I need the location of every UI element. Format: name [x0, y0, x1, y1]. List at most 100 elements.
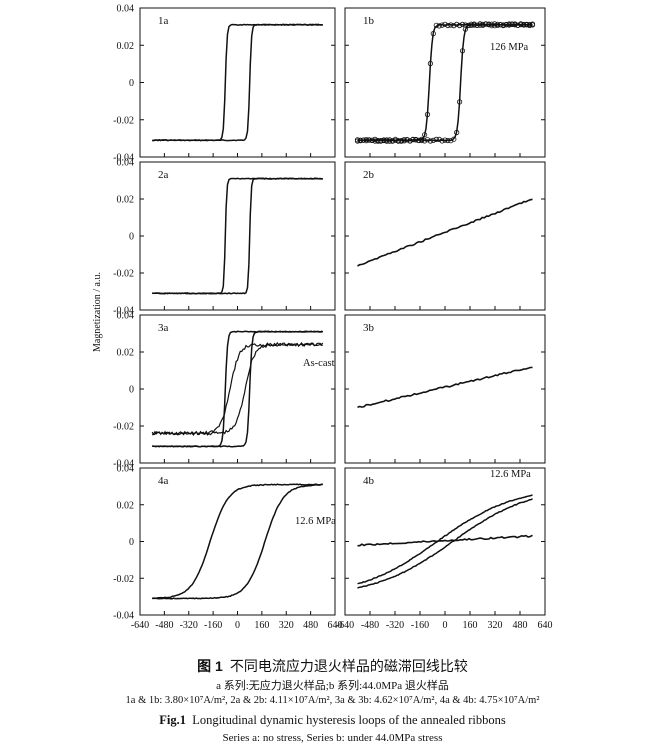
loop-marker [509, 21, 515, 27]
loop-curve [357, 23, 533, 142]
loop-curve [151, 483, 323, 600]
loop-curve [357, 494, 533, 585]
loop-marker [430, 137, 436, 143]
loop-marker [384, 137, 390, 143]
loop-marker [497, 21, 503, 28]
panel-label: 2b [363, 169, 375, 181]
y-tick-label: 0.02 [117, 41, 135, 52]
panel-label: 1b [363, 15, 375, 27]
panel-2a: -0.04 -0.02 0 0.02 0.04 2a [113, 158, 336, 317]
loop-marker [503, 22, 509, 28]
loop-marker [436, 23, 442, 29]
x-tick-label: -640 [131, 620, 149, 631]
loop-marker [526, 22, 533, 29]
loop-curve [151, 341, 324, 437]
loop-marker [357, 137, 363, 143]
y-tick-label: -0.04 [113, 153, 134, 164]
x-tick-label: 480 [303, 620, 318, 631]
x-tick-label: 0 [443, 620, 448, 631]
loop-marker [419, 136, 425, 142]
loop-marker [424, 111, 431, 118]
panel-3b: 3b [344, 314, 546, 464]
loop-marker [462, 22, 468, 28]
y-tick-label: 0 [129, 385, 134, 396]
panel-label: 4b [363, 475, 375, 487]
x-tick-label: 640 [538, 620, 553, 631]
loop-marker [500, 22, 506, 29]
loop-marker [465, 22, 471, 28]
x-tick-label: 640 [328, 620, 343, 631]
y-tick-label: -0.04 [113, 459, 134, 470]
y-tick-label: 0.04 [117, 464, 135, 475]
x-tick-label: -480 [361, 620, 379, 631]
y-tick-label: 0.02 [117, 500, 135, 511]
panel-3a: -0.04 -0.02 0 0.02 0.04 3a As-cast [113, 311, 336, 470]
y-tick-label: 0 [129, 537, 134, 548]
loop-curve [152, 330, 324, 448]
loop-marker [433, 136, 439, 142]
panel-frame [139, 7, 336, 158]
panel-label: 4a [158, 475, 169, 487]
panel-frame [344, 7, 546, 158]
loop-marker [471, 21, 477, 27]
panel-annotation: 12.6 MPa [295, 516, 336, 527]
loop-curve [152, 177, 323, 295]
loop-marker [436, 136, 442, 142]
loop-marker [442, 137, 448, 143]
loop-curve [152, 177, 323, 295]
panel-label: 3a [158, 322, 169, 334]
loop-marker [360, 137, 366, 143]
loop-marker [439, 138, 445, 144]
y-tick-label: -0.04 [113, 306, 134, 317]
x-tick-label: 160 [463, 620, 478, 631]
loop-marker [386, 138, 393, 144]
caption-en-label: Fig.1 [159, 713, 186, 727]
loop-marker [515, 22, 521, 28]
loop-marker [448, 22, 454, 28]
caption-title-cn: 图 1 不同电流应力退火样品的磁滞回线比较 [0, 656, 665, 676]
caption-current-values: 1a & 1b: 3.80×10⁷A/m², 2a & 2b: 4.11×10⁷… [125, 695, 540, 706]
y-tick-label: 0.04 [117, 4, 135, 15]
loop-curve [357, 498, 533, 589]
loop-marker [407, 138, 413, 144]
loop-marker [381, 137, 387, 143]
loop-marker [459, 21, 466, 27]
loop-curve [151, 342, 323, 436]
loop-marker [398, 138, 404, 144]
panel-4b: -640 -480 -320 -160 0 160 320 480 640 4b 12.6 MPa [336, 467, 553, 631]
x-tick-label: 320 [488, 620, 503, 631]
loop-marker [451, 136, 457, 142]
loop-marker [413, 137, 419, 143]
panel-label: 1a [158, 15, 169, 27]
caption-en-text: Longitudinal dynamic hysteresis loops of… [192, 713, 506, 727]
loop-curve [152, 23, 323, 142]
panel-label: 3b [363, 322, 375, 334]
x-tick-label: 0 [235, 620, 240, 631]
loop-marker [489, 21, 495, 27]
loop-marker [494, 21, 501, 27]
loop-curve [152, 330, 324, 448]
loop-curve [357, 198, 533, 267]
loop-marker [486, 22, 492, 28]
y-tick-label: 0.02 [117, 195, 135, 206]
y-tick-label: 0 [129, 78, 134, 89]
x-tick-label: -320 [180, 620, 198, 631]
loop-marker [369, 137, 375, 143]
y-tick-label: 0.04 [117, 311, 135, 322]
loop-marker [410, 137, 416, 143]
loop-marker [372, 138, 378, 144]
loop-marker [456, 22, 463, 29]
y-tick-label: 0.04 [117, 158, 135, 169]
loop-marker [445, 22, 451, 29]
loop-marker [430, 30, 436, 37]
loop-marker [480, 21, 486, 27]
caption-title-text: 不同电流应力退火样品的磁滞回线比较 [229, 660, 468, 675]
panel-frame [139, 161, 336, 311]
caption-series-en: Series a: no stress, Series b: under 44.… [222, 732, 443, 744]
caption-series-cn: a 系列:无应力退火样品;b 系列:44.0MPa 退火样品 [216, 680, 449, 692]
loop-marker [424, 137, 431, 143]
loop-marker [477, 22, 483, 28]
loop-marker [521, 22, 527, 28]
loop-marker [427, 138, 433, 144]
loop-marker [354, 138, 361, 144]
